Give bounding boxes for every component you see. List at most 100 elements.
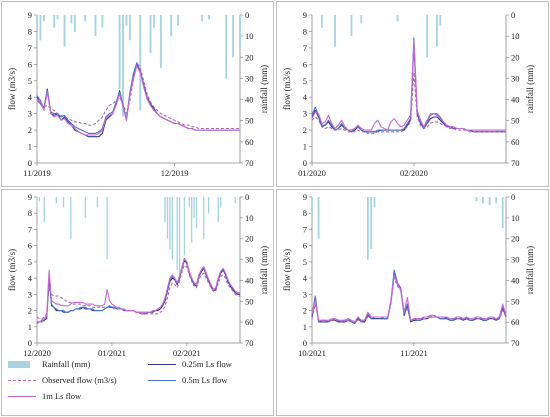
y2-tick-label: 40	[511, 95, 520, 105]
rainfall-bar	[208, 15, 210, 20]
rainfall-bar	[166, 197, 169, 239]
legend-rainfall: Rainfall (mm)	[8, 359, 90, 369]
rainfall-bar	[169, 197, 171, 250]
rainfall-bar	[225, 15, 228, 79]
rainfall-bar	[203, 197, 205, 239]
y2-tick-label: 20	[511, 234, 520, 244]
panel-frame-bottom-left	[1, 189, 274, 416]
series-line-ls1	[311, 274, 507, 323]
y-tick-label: 4	[28, 92, 33, 102]
y-tick-label: 9	[303, 10, 307, 20]
rainfall-bar	[370, 197, 373, 250]
x-tick-label: 12/2020	[23, 348, 51, 358]
rainfall-bar	[311, 197, 313, 218]
y2-tick-label: 60	[245, 317, 254, 327]
chart-top-left: 0 1 2 3 4 5 6 7 8 9 0 10 20 30 40 50 60 70 11/2019 12/2019 f…	[7, 10, 269, 178]
rainfall-bar	[366, 197, 369, 260]
y-tick-label: 0	[28, 338, 32, 348]
rainfall-bar	[42, 15, 45, 22]
rainfall-bar	[234, 197, 236, 204]
rainfall-bar	[482, 197, 484, 204]
rainfall-bar	[373, 197, 376, 208]
rainfall-bar	[53, 15, 56, 28]
y-axis-label: flow (m3/s)	[7, 249, 17, 291]
rainfall-bar	[317, 197, 320, 239]
rainfall-bar	[38, 197, 41, 202]
rainfall-bar	[320, 15, 323, 28]
rainfall-bar	[36, 15, 38, 26]
rainfall-bar	[191, 197, 193, 243]
x-tick-label: 11/2019	[23, 168, 51, 178]
rainfall-bar	[178, 197, 181, 281]
series-line-observed	[36, 62, 240, 130]
rainfall-bar	[118, 15, 121, 89]
rainfall-bar	[334, 15, 336, 47]
y2-tick-label: 40	[511, 275, 520, 285]
chart-bottom-right: 0 1 2 3 4 5 6 7 8 9 0 10 20 30 40 50 60 70 10/2021 11/2021 f…	[282, 192, 535, 358]
rainfall-bar	[183, 197, 186, 256]
y-tick-label: 7	[28, 224, 32, 234]
series-line-ls1	[311, 40, 506, 131]
y-tick-label: 2	[28, 306, 32, 316]
series-line-ls025	[36, 259, 240, 324]
y-tick-label: 4	[303, 273, 308, 283]
y-tick-label: 2	[303, 125, 307, 135]
legend-ls025-label: 0.25m Ls flow	[182, 359, 232, 369]
rainfall-bar	[207, 197, 210, 214]
legend-ls1-label: 1m Ls flow	[42, 391, 82, 401]
rainfall-bar	[153, 15, 155, 28]
legend: Rainfall (mm) 0.25m Ls flow Observed flo…	[8, 357, 270, 413]
rainfall-bar	[426, 15, 428, 58]
y-tick-label: 4	[28, 273, 33, 283]
legend-ls05-swatch	[148, 379, 176, 381]
rainfall-bar	[96, 197, 99, 208]
series-line-observed	[36, 264, 240, 320]
y2-tick-label: 20	[245, 52, 254, 62]
legend-rainfall-label: Rainfall (mm)	[42, 359, 91, 369]
y2-tick-label: 50	[245, 296, 254, 306]
rainfall-bar	[125, 15, 128, 26]
y2-tick-label: 60	[511, 317, 520, 327]
y-tick-label: 8	[303, 208, 307, 218]
legend-ls025-swatch	[148, 363, 176, 365]
y-tick-label: 0	[303, 338, 307, 348]
chart-top-right: 0 1 2 3 4 5 6 7 8 9 0 10 20 30 40 50 60 70 01/2020 02/2020 f…	[282, 10, 535, 178]
y-tick-label: 3	[28, 289, 32, 299]
x-tick-label: 10/2021	[298, 348, 326, 358]
rainfall-bar	[73, 15, 76, 32]
x-tick-label: 02/2020	[400, 168, 428, 178]
y-axis-label: flow (m3/s)	[7, 68, 17, 110]
y2-tick-label: 40	[245, 95, 254, 105]
rainfall-bar	[70, 197, 72, 239]
y2-tick-label: 70	[245, 158, 254, 168]
x-tick-label: 01/2020	[298, 168, 326, 178]
rainfall-bar	[122, 15, 124, 117]
panel-frame-top-left	[1, 1, 274, 187]
y2-tick-label: 70	[511, 338, 520, 348]
rainfall-bar	[475, 197, 478, 202]
y-tick-label: 8	[303, 26, 307, 36]
rainfall-bar	[239, 15, 241, 47]
y-tick-label: 5	[303, 76, 307, 86]
legend-observed-label: Observed flow (m3/s)	[42, 375, 117, 385]
rainfall-bar	[84, 15, 87, 22]
legend-rainfall-swatch	[8, 360, 30, 368]
rainfall-bar	[396, 15, 399, 22]
rainfall-bar	[501, 197, 504, 229]
y-tick-label: 8	[28, 208, 32, 218]
chart-bottom-left: 0 1 2 3 4 5 6 7 8 9 0 10 20 30 40 50 60 70 12/2020 01/2021 0…	[7, 192, 269, 358]
y2-tick-label: 60	[245, 137, 254, 147]
rainfall-bar	[43, 197, 45, 223]
y2-tick-label: 40	[245, 275, 254, 285]
y-tick-label: 0	[303, 158, 307, 168]
rainfall-bar	[94, 15, 97, 37]
y2-tick-label: 10	[511, 213, 520, 223]
rainfall-bar	[436, 15, 438, 47]
y2-axis-label: rainfall (mm)	[525, 246, 535, 294]
y-tick-label: 1	[303, 322, 307, 332]
y2-tick-label: 0	[245, 192, 249, 202]
y2-tick-label: 0	[245, 10, 249, 20]
rainfall-bar	[63, 15, 66, 47]
rainfall-bar	[106, 197, 108, 260]
y-tick-label: 5	[28, 257, 32, 267]
